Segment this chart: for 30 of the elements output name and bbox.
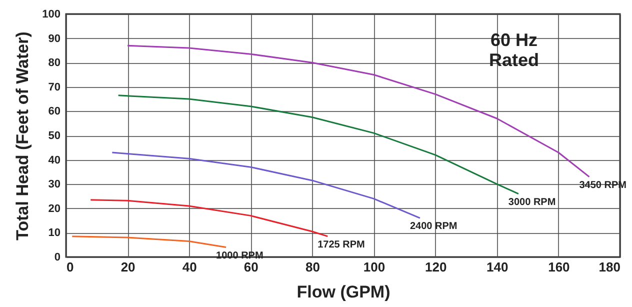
x-tick-label: 40 [182, 260, 197, 274]
series-label: 1725 RPM [318, 239, 365, 250]
y-tick-label: 50 [48, 130, 60, 142]
x-tick-label: 100 [363, 260, 386, 274]
y-tick-label: 70 [48, 81, 60, 94]
x-tick-label: 80 [305, 260, 320, 274]
x-tick-label: 20 [120, 260, 136, 274]
y-tick-label: 20 [48, 202, 60, 215]
line-series [118, 94, 520, 195]
y-tick-label: 0 [54, 252, 60, 264]
line-series [111, 152, 421, 219]
x-tick-label: 0 [66, 260, 74, 274]
series-label: 3000 RPM [508, 196, 556, 208]
y-tick-label: 10 [48, 227, 60, 240]
x-tick-label: 60 [244, 260, 258, 274]
y-tick-label: 60 [48, 106, 60, 118]
x-tick-label: 120 [424, 260, 447, 274]
y-tick-label: 90 [48, 32, 60, 45]
line-series [126, 44, 590, 178]
y-axis-title: Total Head (Feet of Water) [13, 32, 32, 240]
y-tick-label: 100 [42, 8, 60, 20]
y-tick-label: 30 [48, 178, 60, 191]
y-tick-label: 40 [48, 154, 60, 166]
x-tick-label: 140 [486, 260, 508, 274]
x-tick-label: 180 [598, 260, 620, 274]
y-tick-label: 80 [48, 57, 60, 70]
x-tick-label: 160 [548, 260, 570, 274]
line-series [71, 236, 227, 248]
x-axis-title: Flow (GPM) [296, 282, 390, 302]
line-series [90, 199, 328, 238]
